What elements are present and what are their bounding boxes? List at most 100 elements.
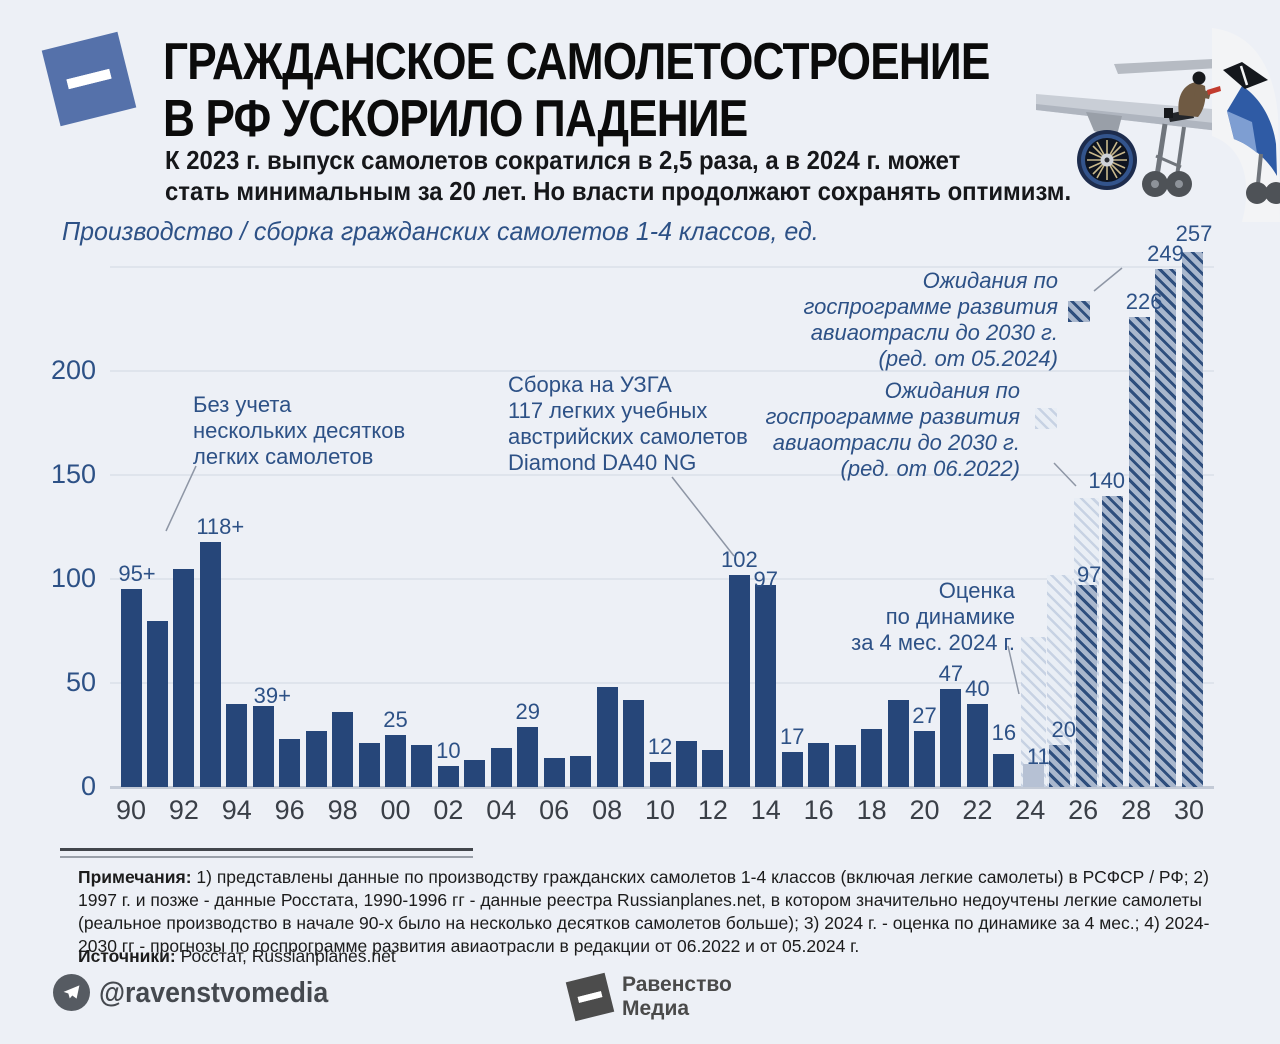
annotation-line: австрийских самолетов — [508, 424, 748, 449]
worker-figure — [1164, 71, 1221, 122]
bar-2016 — [808, 743, 830, 787]
annotation-estimate-2024: Оценка по динамике за 4 мес. 2024 г. — [815, 578, 1015, 656]
x-tick-24: 24 — [1015, 795, 1046, 825]
y-tick-150: 150 — [50, 459, 96, 489]
page-title-line2: В РФ УСКОРИЛО ПАДЕНИЕ — [163, 90, 748, 148]
gridline-50 — [110, 682, 1214, 684]
gridline-200 — [110, 370, 1214, 372]
annotation-line: авиаотрасли до 2030 г. — [772, 430, 1020, 455]
x-tick-02: 02 — [433, 795, 464, 825]
x-tick-20: 20 — [909, 795, 940, 825]
bar-1991 — [146, 620, 168, 787]
bar-2020 — [914, 730, 935, 787]
footer-notes: Примечания: 1) представлены данные по пр… — [78, 866, 1228, 958]
x-tick-08: 08 — [592, 795, 623, 825]
x-tick-94: 94 — [221, 795, 252, 825]
bar-2011 — [675, 741, 697, 787]
gridline-100 — [110, 578, 1214, 580]
chart-title: Производство / сборка гражданских самоле… — [62, 216, 819, 246]
annotation-line: Без учета — [193, 392, 292, 417]
bar-2010 — [649, 762, 671, 787]
bar-2024 — [1020, 637, 1046, 787]
annotation-line: Diamond DA40 NG — [508, 450, 697, 475]
annotation-line: за 4 мес. 2024 г. — [851, 630, 1015, 655]
annotation-line: госпрограмме развития — [765, 404, 1021, 429]
x-tick-00: 00 — [380, 795, 411, 825]
annotation-line: Сборка на УЗГА — [508, 372, 672, 397]
bar-2017 — [834, 745, 856, 787]
x-tick-18: 18 — [856, 795, 887, 825]
bar-2028 — [1128, 316, 1150, 787]
bar-2027 — [1102, 495, 1124, 787]
bar-1996 — [279, 739, 301, 787]
x-tick-12: 12 — [697, 795, 728, 825]
x-tick-30: 30 — [1173, 795, 1205, 825]
x-tick-96: 96 — [274, 795, 305, 825]
annotation-line: легких самолетов — [193, 444, 374, 469]
bar-2026 — [1075, 585, 1097, 787]
bar-2018 — [861, 728, 883, 787]
x-tick-90: 90 — [115, 795, 147, 825]
bar-2019 — [887, 699, 909, 787]
bar-2024 — [1022, 764, 1044, 787]
bar-1998 — [332, 712, 354, 787]
x-tick-28: 28 — [1121, 795, 1152, 825]
forecast-05-2024-swatch — [1068, 301, 1090, 322]
bar-label-2029: 249 — [1147, 241, 1184, 267]
bar-label-2005: 29 — [515, 698, 541, 724]
bar-1994 — [226, 703, 248, 787]
bar-label-2023: 16 — [991, 719, 1017, 745]
bar-1997 — [305, 730, 327, 787]
annotation-line: 117 легких учебных — [508, 398, 708, 423]
telegram-icon — [53, 974, 90, 1011]
bar-2007 — [570, 755, 592, 787]
annotation-line: Ожидания по — [884, 378, 1020, 403]
annotation-line: госпрограмме развития — [803, 294, 1059, 319]
x-tick-10: 10 — [644, 795, 676, 825]
bar-label-2015: 17 — [780, 723, 805, 749]
brand-name-line1: Равенство — [622, 973, 732, 996]
bar-label-1990: 95+ — [118, 561, 156, 587]
gridline-0 — [110, 786, 1214, 789]
x-tick-06: 06 — [539, 795, 570, 825]
bar-2022 — [966, 703, 988, 787]
annotation-light-aircraft: Без учета нескольких десятков легких сам… — [193, 392, 405, 470]
gridline-150 — [110, 474, 1214, 476]
bar-2000 — [385, 735, 406, 787]
x-tick-26: 26 — [1068, 795, 1099, 825]
equals-logo-bar — [577, 991, 603, 1003]
bar-1990 — [120, 589, 142, 787]
y-tick-200: 200 — [50, 355, 96, 385]
bar-2030 — [1181, 252, 1203, 787]
bar-2002 — [437, 766, 459, 787]
bar-2003 — [464, 760, 486, 787]
page-title: ГРАЖДАНСКОЕ САМОЛЕТОСТРОЕНИЕ В РФ УСКОРИ… — [163, 34, 990, 148]
sources-text: Росстат, Russianplanes.net — [175, 946, 396, 966]
x-tick-22: 22 — [962, 795, 993, 825]
bar-label-2021: 47 — [938, 661, 964, 687]
bar-2009 — [623, 699, 644, 787]
bar-1992 — [173, 568, 195, 787]
bar-label-2025: 20 — [1051, 717, 1077, 743]
annotation-forecast-05-2024: Ожидания по госпрограмме развития авиаот… — [780, 268, 1059, 372]
y-tick-0: 0 — [80, 771, 96, 801]
footer-sources: Источники: Росстат, Russianplanes.net — [78, 946, 396, 967]
bar-label-2020: 27 — [912, 702, 937, 728]
bar-2015 — [781, 751, 803, 787]
footer-divider — [60, 848, 473, 858]
bar-label-2027: 140 — [1088, 467, 1126, 493]
notes-text: 1) представлены данные по производству г… — [78, 867, 1210, 956]
bar-label-1995: 39+ — [253, 682, 291, 708]
bar-label-2002: 10 — [436, 738, 461, 764]
x-tick-16: 16 — [803, 795, 834, 825]
bar-label-2024: 11 — [1026, 744, 1050, 770]
annotation-line: по динамике — [885, 604, 1015, 629]
bar-2005 — [517, 726, 539, 787]
annotation-line: (ред. от 06.2022) — [840, 456, 1020, 481]
y-tick-100: 100 — [50, 563, 96, 593]
x-tick-14: 14 — [750, 795, 781, 825]
bar-label-2026: 97 — [1076, 562, 1102, 588]
bar-2025 — [1049, 745, 1071, 787]
